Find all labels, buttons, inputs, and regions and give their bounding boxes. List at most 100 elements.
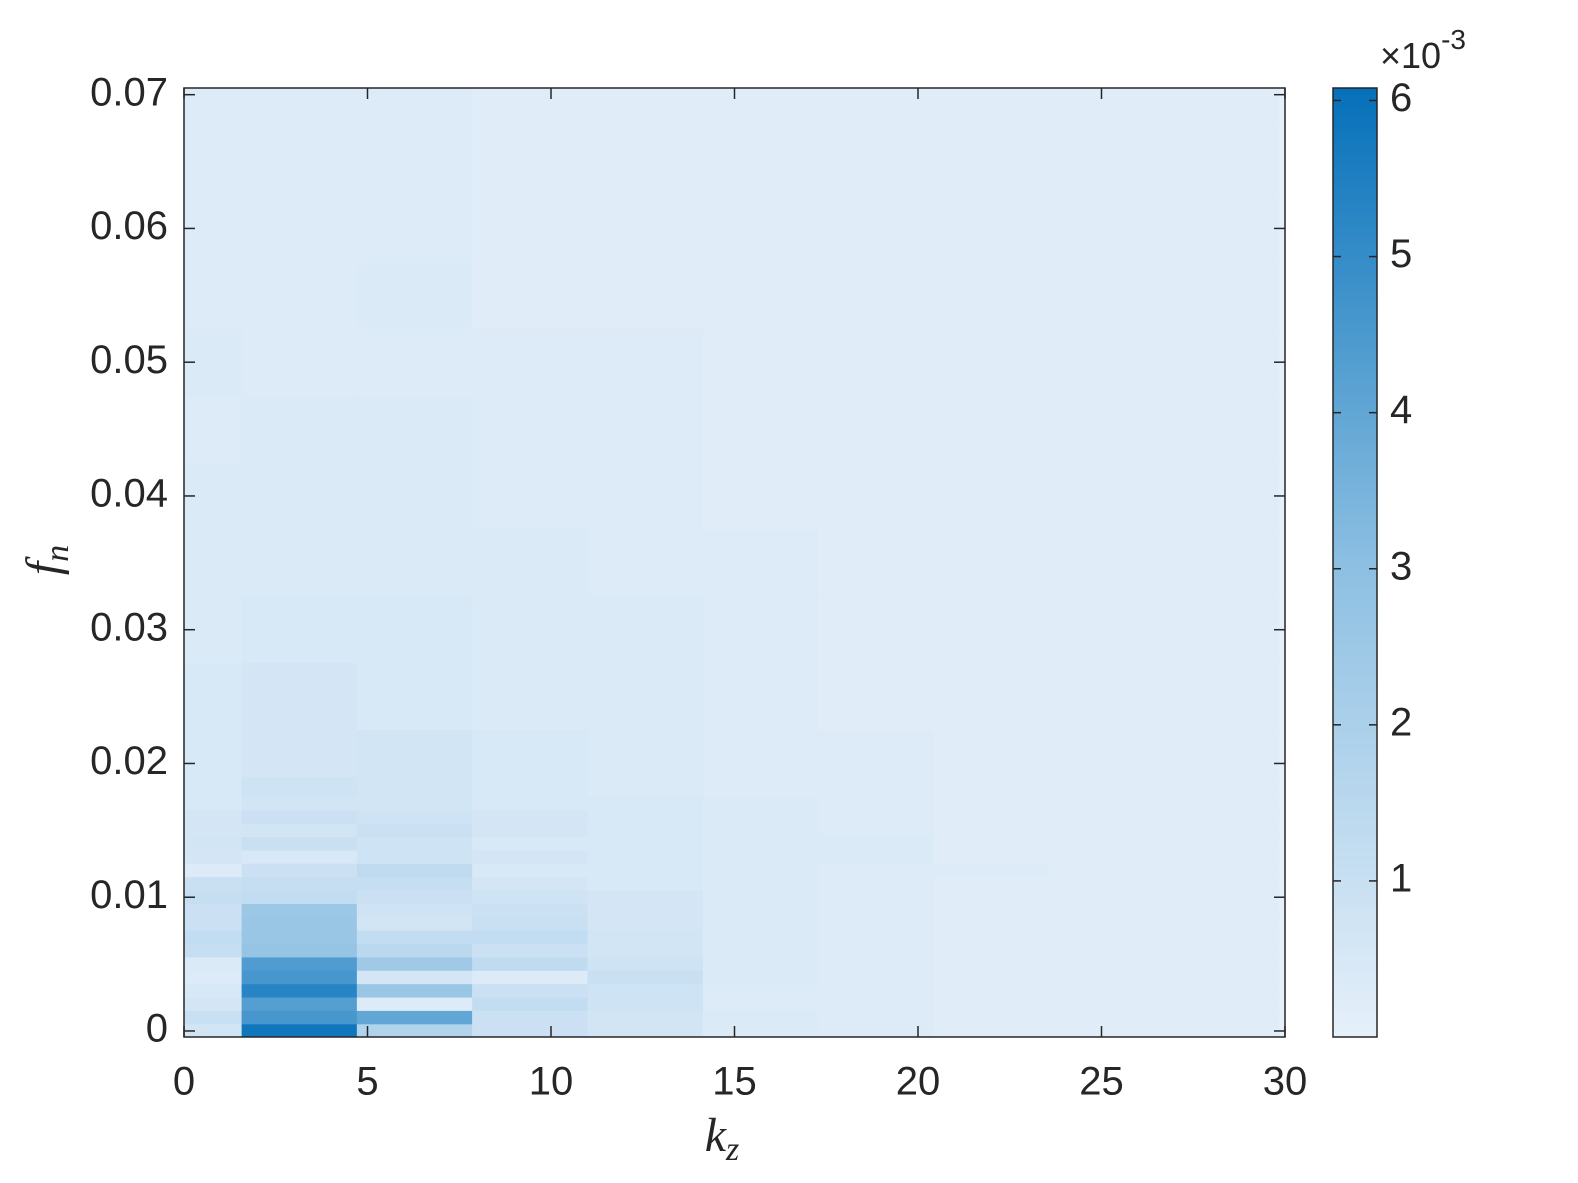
- heatmap-cell: [1163, 1010, 1280, 1025]
- heatmap-cell: [702, 930, 819, 945]
- heatmap-cell: [1048, 662, 1165, 731]
- heatmap-cell: [472, 395, 589, 463]
- x-tick-label: 10: [529, 1060, 574, 1104]
- heatmap-cell: [472, 88, 589, 129]
- heatmap-cell: [184, 956, 243, 971]
- heatmap-cell: [472, 903, 589, 918]
- heatmap-cell: [184, 849, 243, 864]
- y-axis-label: fn: [17, 545, 76, 575]
- heatmap-cell: [241, 194, 358, 262]
- heatmap-cell: [184, 836, 243, 851]
- heatmap-cell: [472, 194, 589, 262]
- heatmap-cell: [472, 983, 589, 998]
- heatmap-cell: [1048, 1023, 1165, 1037]
- heatmap-cell: [184, 876, 243, 891]
- heatmap-cell: [472, 796, 589, 811]
- heatmap-cell: [356, 461, 473, 530]
- heatmap-cell: [933, 996, 1050, 1011]
- heatmap-cell: [933, 1010, 1050, 1025]
- heatmap-cell: [184, 943, 243, 958]
- heatmap-cell: [472, 328, 589, 396]
- heatmap-cell: [1163, 943, 1280, 958]
- heatmap-cell: [472, 876, 589, 891]
- heatmap-cell: [241, 889, 358, 904]
- heatmap-cell: [702, 956, 819, 971]
- heatmap-cell: [702, 595, 819, 664]
- heatmap-cell: [472, 595, 589, 664]
- heatmap-cell: [702, 1023, 819, 1037]
- heatmap-cell: [933, 261, 1050, 329]
- heatmap-cell: [472, 916, 589, 931]
- heatmap-cell: [587, 809, 704, 824]
- heatmap-cell: [1048, 776, 1165, 797]
- colorbar-tick-label: 4: [1390, 388, 1412, 432]
- colorbar-tick-label: 5: [1390, 232, 1412, 276]
- heatmap-cell: [1048, 996, 1165, 1011]
- heatmap-cell: [1048, 930, 1165, 945]
- heatmap-cell: [184, 809, 243, 824]
- heatmap-cell: [472, 1023, 589, 1037]
- heatmap-cell: [818, 328, 935, 396]
- heatmap-cell: [472, 1010, 589, 1025]
- heatmap-cell: [241, 836, 358, 851]
- heatmap-cell: [241, 729, 358, 777]
- heatmap-cell: [587, 863, 704, 878]
- heatmap-cell: [818, 823, 935, 838]
- heatmap-cell: [818, 1010, 935, 1025]
- heatmap-cell: [1163, 809, 1280, 824]
- heatmap-cell: [472, 996, 589, 1011]
- heatmap-cell: [933, 903, 1050, 918]
- heatmap-cell: [933, 956, 1050, 971]
- heatmap-cell: [472, 809, 589, 824]
- heatmap-cell: [184, 916, 243, 931]
- heatmap-cell: [702, 970, 819, 985]
- heatmap-cell: [702, 863, 819, 878]
- heatmap-cell: [1163, 796, 1280, 811]
- heatmap-cell: [933, 930, 1050, 945]
- heatmap-cell: [587, 796, 704, 811]
- heatmap-cell: [356, 528, 473, 597]
- heatmap-cell: [587, 461, 704, 530]
- heatmap-cell: [184, 796, 243, 811]
- heatmap-cell: [587, 930, 704, 945]
- heatmap-cell: [818, 930, 935, 945]
- heatmap-cell: [356, 194, 473, 262]
- heatmap-cell: [818, 956, 935, 971]
- heatmap-cell: [1048, 889, 1165, 904]
- heatmap-cell: [933, 970, 1050, 985]
- heatmap-cell: [702, 996, 819, 1011]
- heatmap-cell: [933, 836, 1050, 851]
- heatmap-cell: [184, 261, 243, 329]
- heatmap-cell: [356, 729, 473, 777]
- heatmap-cell: [702, 729, 819, 777]
- heatmap-cell: [818, 595, 935, 664]
- heatmap-cell: [472, 836, 589, 851]
- heatmap-cell: [587, 903, 704, 918]
- y-tick-label: 0.07: [90, 70, 168, 114]
- heatmap-cell: [184, 662, 243, 731]
- heatmap-cell: [1163, 776, 1280, 797]
- heatmap-cell: [933, 889, 1050, 904]
- heatmap-cell: [184, 889, 243, 904]
- heatmap-cell: [702, 662, 819, 731]
- x-tick-label: 30: [1263, 1060, 1308, 1104]
- heatmap-cell: [1163, 956, 1280, 971]
- heatmap-cell: [356, 395, 473, 463]
- heatmap-cell: [587, 662, 704, 731]
- heatmap-cell: [241, 903, 358, 918]
- heatmap-cell: [241, 395, 358, 463]
- heatmap-cell: [184, 903, 243, 918]
- heatmap-cell: [818, 809, 935, 824]
- heatmap-cell: [241, 662, 358, 731]
- heatmap-cell: [587, 876, 704, 891]
- heatmap-cell: [472, 863, 589, 878]
- colorbar-tick-label: 3: [1390, 544, 1412, 588]
- heatmap-cell: [1048, 528, 1165, 597]
- colorbar-tick-label: 1: [1390, 856, 1412, 900]
- heatmap-cell: [587, 889, 704, 904]
- colorbar-tick-label: 6: [1390, 76, 1412, 120]
- heatmap-cell: [933, 849, 1050, 864]
- heatmap-cell: [818, 88, 935, 129]
- heatmap-cell: [184, 823, 243, 838]
